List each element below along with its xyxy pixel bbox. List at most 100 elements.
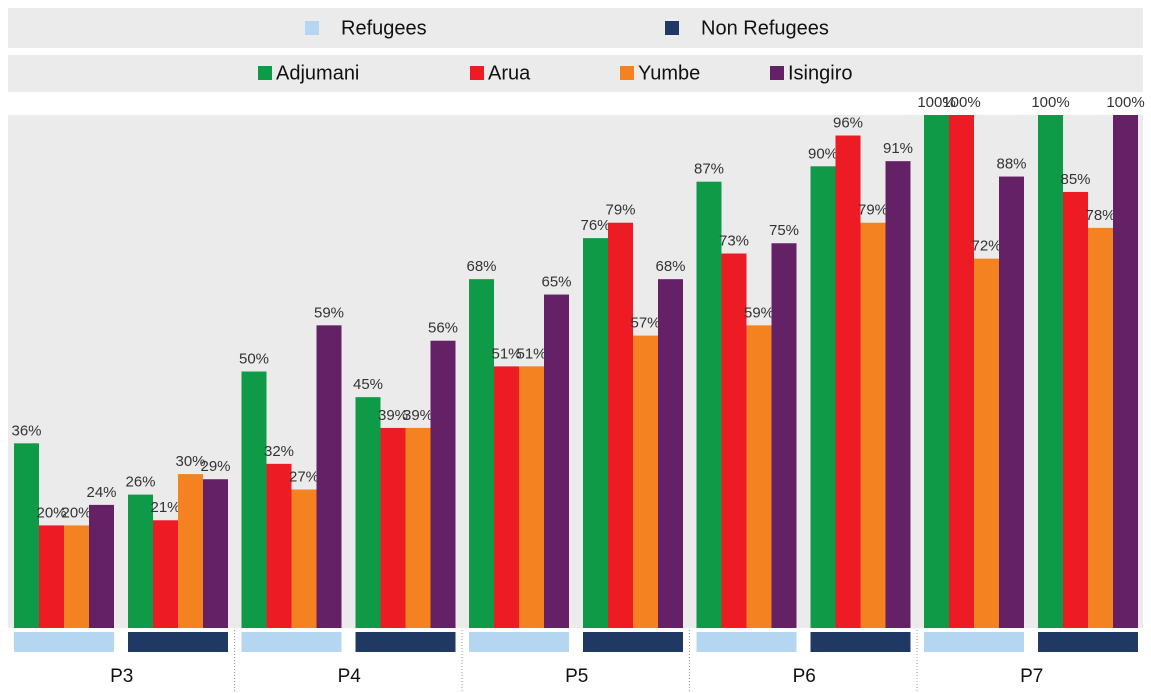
data-label: 56% — [428, 320, 458, 337]
legend-label: Non Refugees — [701, 17, 829, 39]
x-tick-label: P5 — [565, 666, 588, 687]
bar — [14, 443, 39, 628]
bar — [316, 325, 342, 628]
x-tick-label: P6 — [793, 666, 816, 687]
data-label: 73% — [719, 232, 749, 249]
data-label: 39% — [378, 407, 408, 424]
data-label: 21% — [150, 499, 180, 516]
group-strip — [810, 632, 911, 652]
legend-swatch — [258, 66, 272, 80]
data-label: 90% — [808, 145, 838, 162]
bar — [153, 520, 178, 628]
group-strip — [14, 632, 114, 652]
data-label: 91% — [883, 140, 913, 157]
data-label: 20% — [36, 504, 66, 521]
data-label: 50% — [239, 350, 269, 367]
bar — [810, 166, 836, 629]
bar — [1063, 191, 1088, 628]
data-label: 68% — [466, 258, 496, 275]
legend-swatch — [470, 66, 484, 80]
bar — [633, 335, 658, 628]
bar — [203, 479, 228, 628]
data-label: 32% — [264, 443, 294, 460]
bar — [405, 427, 431, 628]
bar — [721, 253, 747, 628]
bar — [89, 504, 114, 628]
data-label: 79% — [858, 202, 888, 219]
bar — [469, 279, 494, 628]
data-label: 100% — [942, 94, 980, 111]
legend-swatch — [770, 66, 784, 80]
bar — [519, 366, 544, 628]
group-legend-bg — [8, 8, 1143, 48]
data-label: 65% — [541, 274, 571, 291]
x-tick-label: P4 — [338, 666, 362, 687]
data-label: 76% — [580, 217, 610, 234]
group-strip — [469, 632, 569, 652]
data-label: 85% — [1060, 171, 1090, 188]
bar — [746, 325, 772, 628]
bar — [39, 525, 64, 628]
bar — [974, 258, 999, 628]
legend-label: Isingiro — [788, 62, 852, 84]
data-label: 57% — [630, 315, 660, 332]
data-label: 59% — [314, 304, 344, 321]
data-label: 51% — [516, 345, 546, 362]
bar — [494, 366, 519, 628]
data-label: 96% — [833, 114, 863, 131]
data-label: 100% — [917, 94, 955, 111]
bar — [1113, 115, 1138, 628]
series-legend-bg — [8, 55, 1143, 92]
group-strip — [583, 632, 683, 652]
legend-swatch — [305, 21, 319, 35]
data-label: 88% — [996, 156, 1026, 173]
legend-label: Refugees — [341, 17, 427, 39]
legend-swatch — [620, 66, 634, 80]
bar — [885, 161, 911, 629]
data-label: 27% — [289, 468, 319, 485]
data-label: 100% — [1031, 94, 1069, 111]
bar — [924, 115, 949, 628]
bar — [608, 222, 633, 629]
x-tick-label: P3 — [110, 666, 133, 687]
bar — [430, 340, 456, 628]
data-label: 51% — [491, 345, 521, 362]
bar — [355, 397, 381, 628]
data-label: 87% — [694, 161, 724, 178]
bar — [696, 181, 722, 628]
data-label: 39% — [403, 407, 433, 424]
group-strip — [1038, 632, 1138, 652]
data-label: 45% — [353, 376, 383, 393]
bar — [1088, 227, 1113, 629]
group-strip — [924, 632, 1024, 652]
legend-label: Adjumani — [276, 62, 359, 84]
data-label: 24% — [86, 484, 116, 501]
bar — [658, 279, 683, 628]
data-label: 20% — [61, 504, 91, 521]
bar — [178, 474, 203, 628]
group-strip — [241, 632, 342, 652]
bar — [266, 463, 292, 628]
bar — [999, 176, 1024, 628]
bar — [241, 371, 267, 628]
data-label: 79% — [605, 202, 635, 219]
data-label: 59% — [744, 304, 774, 321]
bar — [380, 427, 406, 628]
data-label: 100% — [1106, 94, 1144, 111]
data-label: 36% — [11, 422, 41, 439]
bar — [291, 489, 317, 628]
data-label: 29% — [200, 458, 230, 475]
bar — [128, 494, 153, 628]
data-label: 78% — [1085, 207, 1115, 224]
bar — [544, 294, 569, 628]
data-label: 75% — [769, 222, 799, 239]
bar — [583, 238, 608, 628]
bar — [1038, 115, 1063, 628]
bar — [835, 135, 861, 628]
bar — [771, 243, 797, 628]
group-strip — [696, 632, 797, 652]
x-tick-label: P7 — [1020, 666, 1043, 687]
legend-label: Arua — [488, 62, 531, 84]
bar — [949, 115, 974, 628]
